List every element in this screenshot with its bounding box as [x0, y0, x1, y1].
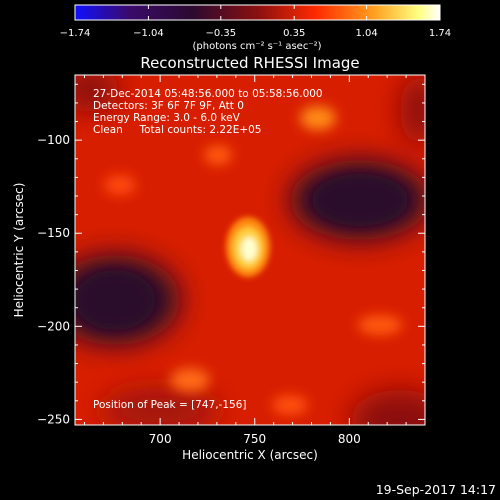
colorbar-ticks: −1.74 −1.04 −0.35 0.35 1.04 1.74 — [60, 5, 451, 39]
y-tick-label: −250 — [37, 412, 70, 426]
x-tick-label: 750 — [243, 432, 266, 446]
annotation-time-range: 27-Dec-2014 05:48:56.000 to 05:58:56.000 — [93, 88, 323, 100]
annotation-energy-range: Energy Range: 3.0 - 6.0 keV — [93, 112, 241, 124]
y-tick-label: −200 — [37, 319, 70, 333]
colorbar-tick-label: 0.35 — [283, 28, 305, 39]
x-axis-label: Heliocentric X (arcsec) — [182, 448, 318, 462]
y-tick-label: −100 — [37, 133, 70, 147]
x-tick-label: 800 — [338, 432, 361, 446]
heatmap-image — [75, 75, 425, 425]
colorbar-tick-label: 1.04 — [355, 28, 377, 39]
colorbar-unit-label: (photons cm⁻² s⁻¹ asec⁻²) — [192, 41, 321, 52]
colorbar-tick-label: −1.74 — [60, 28, 91, 39]
colorbar-tick-label: 1.74 — [429, 28, 451, 39]
peak-position-label: Position of Peak = [747,-156] — [93, 399, 247, 411]
chart-title: Reconstructed RHESSI Image — [140, 54, 359, 72]
timestamp: 19-Sep-2017 14:17 — [376, 482, 496, 497]
x-tick-label: 700 — [149, 432, 172, 446]
y-tick-label: −150 — [37, 226, 70, 240]
annotation-block: 27-Dec-2014 05:48:56.000 to 05:58:56.000… — [93, 88, 323, 136]
y-axis-label: Heliocentric Y (arcsec) — [12, 183, 26, 318]
colorbar-tick-label: −0.35 — [205, 28, 236, 39]
colorbar: −1.74 −1.04 −0.35 0.35 1.04 1.74 (photons cm⁻… — [60, 4, 451, 52]
axis-ticks: 700 750 800 −100 −150 −200 −250 — [37, 75, 426, 446]
colorbar-tick-label: −1.04 — [133, 28, 164, 39]
plot-frame — [74, 74, 426, 426]
annotation-clean-counts: Clean Total counts: 2.22E+05 — [93, 124, 262, 136]
colorbar-gradient — [74, 4, 441, 21]
annotation-detectors: Detectors: 3F 6F 7F 9F, Att 0 — [93, 100, 244, 112]
